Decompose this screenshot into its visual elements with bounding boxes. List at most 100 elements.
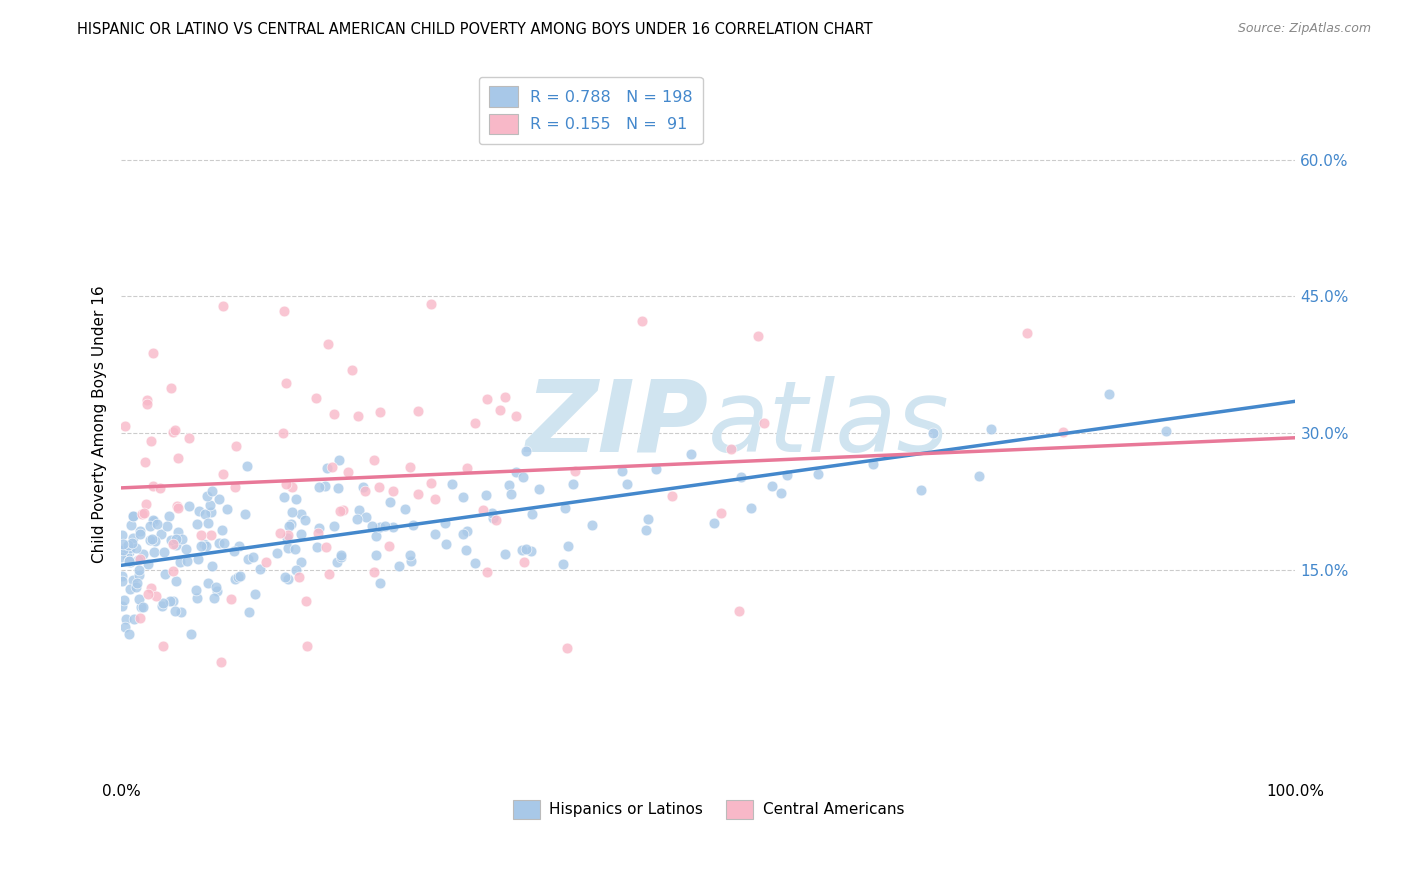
Point	[340, 363, 363, 377]
Point	[187, 552, 209, 566]
Point	[194, 539, 217, 553]
Point	[200, 505, 222, 519]
Point	[143, 534, 166, 549]
Point	[118, 554, 141, 568]
Point	[128, 562, 150, 576]
Point	[159, 593, 181, 607]
Point	[321, 460, 343, 475]
Point	[120, 517, 142, 532]
Point	[114, 620, 136, 634]
Point	[464, 556, 486, 570]
Point	[451, 527, 474, 541]
Point	[406, 404, 429, 418]
Point	[186, 591, 208, 605]
Point	[363, 565, 385, 579]
Point	[307, 541, 329, 555]
Point	[142, 513, 165, 527]
Point	[910, 483, 932, 498]
Point	[165, 604, 187, 618]
Point	[160, 381, 183, 395]
Point	[366, 548, 388, 562]
Point	[776, 467, 799, 482]
Point	[129, 524, 152, 538]
Point	[136, 558, 159, 572]
Point	[132, 599, 155, 614]
Point	[111, 599, 134, 614]
Point	[1052, 425, 1074, 440]
Point	[118, 544, 141, 558]
Point	[274, 376, 297, 391]
Point	[118, 582, 141, 596]
Point	[557, 540, 579, 554]
Point	[329, 548, 352, 562]
Point	[204, 591, 226, 605]
Text: ZIP: ZIP	[526, 376, 709, 473]
Point	[152, 596, 174, 610]
Point	[329, 549, 352, 564]
Point	[318, 337, 340, 351]
Point	[388, 559, 411, 574]
Point	[233, 507, 256, 521]
Point	[284, 564, 307, 578]
Point	[562, 477, 585, 491]
Point	[1098, 386, 1121, 401]
Point	[472, 503, 495, 517]
Point	[273, 304, 295, 318]
Point	[315, 540, 337, 554]
Point	[225, 439, 247, 453]
Point	[494, 390, 516, 404]
Point	[770, 486, 793, 500]
Point	[661, 489, 683, 503]
Point	[581, 518, 603, 533]
Point	[278, 519, 301, 533]
Point	[128, 591, 150, 606]
Point	[170, 532, 193, 546]
Point	[117, 538, 139, 552]
Point	[515, 443, 537, 458]
Point	[190, 528, 212, 542]
Point	[277, 528, 299, 542]
Point	[142, 346, 165, 360]
Point	[280, 517, 302, 532]
Point	[740, 500, 762, 515]
Point	[406, 487, 429, 501]
Point	[515, 541, 537, 556]
Point	[285, 492, 308, 507]
Point	[219, 592, 242, 607]
Point	[280, 480, 302, 494]
Point	[145, 590, 167, 604]
Point	[193, 507, 215, 521]
Point	[520, 544, 543, 558]
Point	[276, 531, 298, 545]
Point	[807, 467, 830, 482]
Point	[179, 431, 201, 445]
Point	[222, 543, 245, 558]
Point	[166, 500, 188, 514]
Point	[381, 483, 404, 498]
Point	[374, 518, 396, 533]
Point	[266, 546, 288, 560]
Point	[967, 469, 990, 483]
Point	[489, 403, 512, 417]
Point	[485, 513, 508, 527]
Point	[112, 593, 135, 607]
Point	[370, 520, 392, 534]
Point	[382, 520, 405, 534]
Point	[453, 490, 475, 504]
Point	[323, 519, 346, 533]
Point	[277, 541, 299, 555]
Point	[153, 545, 176, 559]
Point	[139, 581, 162, 595]
Point	[290, 555, 312, 569]
Point	[636, 523, 658, 537]
Point	[111, 528, 134, 542]
Point	[170, 605, 193, 619]
Point	[162, 593, 184, 607]
Point	[117, 549, 139, 563]
Point	[228, 570, 250, 584]
Point	[212, 299, 235, 313]
Point	[242, 550, 264, 565]
Point	[176, 554, 198, 568]
Point	[363, 453, 385, 467]
Point	[120, 555, 142, 569]
